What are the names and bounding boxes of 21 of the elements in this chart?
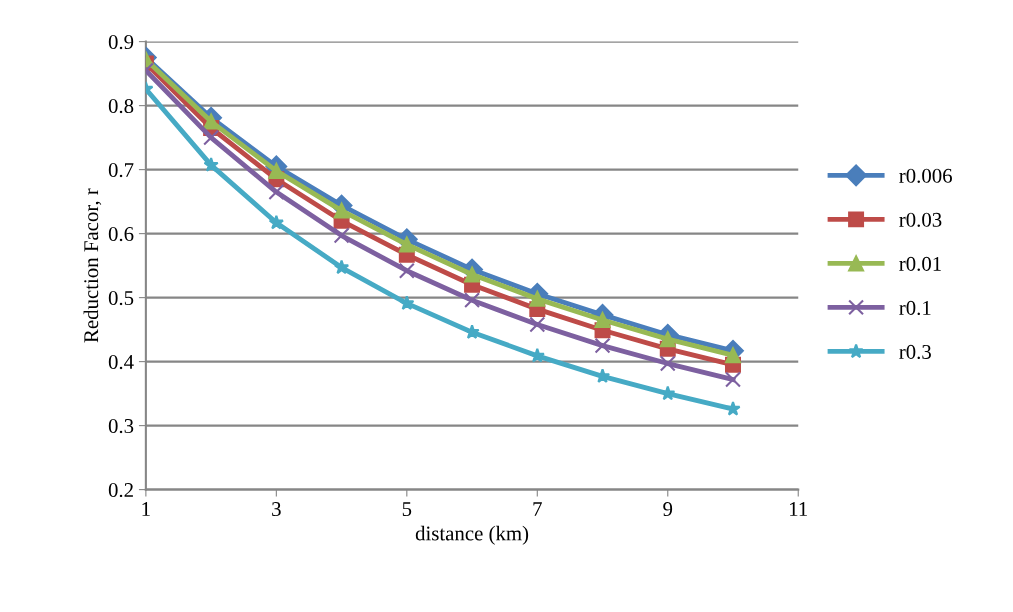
legend-label: r0.006	[899, 168, 952, 183]
x-tick-label: 1	[142, 502, 150, 516]
y-tick-label: 0.9	[108, 34, 134, 50]
legend-label: r0.1	[899, 300, 931, 315]
y-tick-label: 0.2	[108, 482, 133, 498]
y-tick-label: 0.7	[108, 162, 134, 178]
legend-label: r0.03	[899, 212, 942, 227]
y-axis-title: Reduction Facor, r	[83, 188, 102, 343]
y-tick-label: 0.8	[108, 98, 134, 114]
legend-label: r0.01	[899, 256, 941, 271]
y-tick-label: 0.3	[108, 418, 134, 434]
y-tick-label: 0.6	[108, 226, 134, 242]
x-tick-label: 7	[533, 502, 542, 516]
x-tick-label: 9	[663, 502, 673, 517]
x-tick-label: 3	[272, 502, 281, 517]
y-tick-label: 0.5	[108, 290, 134, 306]
x-tick-label: 5	[402, 502, 412, 517]
x-tick-label: 11	[790, 502, 808, 516]
legend-label: r0.3	[899, 344, 931, 360]
x-axis-title: distance (km)	[415, 525, 529, 545]
y-tick-label: 0.4	[108, 354, 134, 370]
